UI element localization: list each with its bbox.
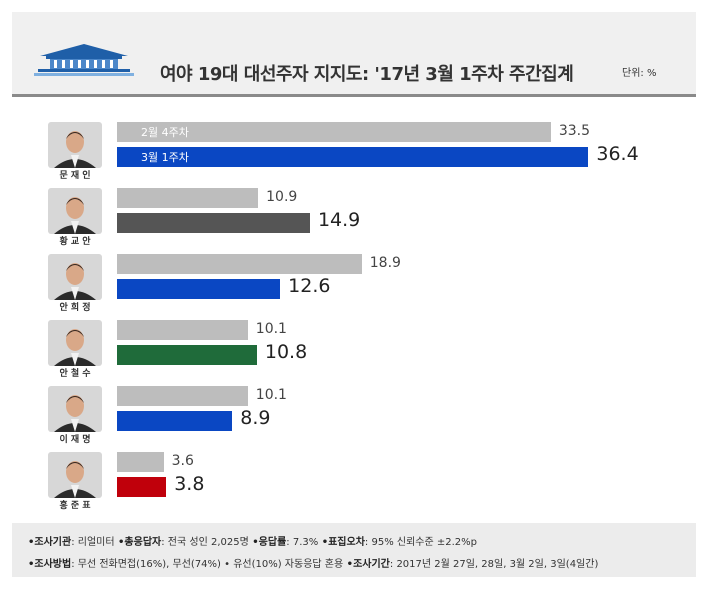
data-label-current: 8.9 — [240, 407, 271, 429]
candidate-name: 문 재 인 — [59, 171, 91, 181]
footer-value: : 무선 전화면접(16%), 무선(74%) • 유선(10%) 자동응답 혼… — [71, 559, 344, 570]
bar-prev-week: 2월 4주차 — [117, 122, 551, 142]
footer-value: : 리얼미터 — [71, 537, 115, 548]
candidate-name: 황 교 안 — [59, 237, 91, 247]
candidate-name: 이 재 명 — [59, 435, 91, 445]
bar-prev-week — [117, 452, 164, 472]
footer-label: •표집오차 — [318, 537, 365, 548]
footer-label: •응답률 — [248, 537, 287, 548]
candidate-name: 안 철 수 — [59, 369, 91, 379]
bar-prev-week — [117, 320, 248, 340]
data-label-current: 3.8 — [174, 473, 205, 495]
data-label-current: 14.9 — [317, 209, 361, 231]
legend-label-current: 3월 1주차 — [141, 151, 189, 164]
footer-line-2: •조사방법: 무선 전화면접(16%), 무선(74%) • 유선(10%) 자… — [28, 555, 598, 570]
footer-value: : 2017년 2월 27일, 28일, 3월 2일, 3일(4일간) — [389, 559, 599, 570]
footer-label: •조사방법 — [28, 559, 72, 570]
data-label-current: 12.6 — [288, 275, 331, 297]
bar-current-week: 3월 1주차 — [117, 147, 589, 167]
candidate-name: 홍 준 표 — [59, 501, 91, 511]
footer-label: •총응답자 — [114, 537, 162, 548]
footer-label: •조사기관 — [28, 537, 72, 548]
data-label-prev: 33.5 — [558, 123, 590, 139]
bar-current-week — [117, 411, 233, 431]
data-label-prev: 10.1 — [255, 321, 287, 337]
legend-label-prev: 2월 4주차 — [141, 126, 189, 139]
candidate-photo — [48, 188, 102, 234]
data-label-current: 36.4 — [596, 143, 639, 165]
bar-current-week — [117, 213, 310, 233]
data-label-prev: 3.6 — [171, 453, 194, 469]
data-label-prev: 10.9 — [266, 189, 298, 205]
footer-value: : 7.3% — [286, 537, 319, 548]
data-label-current: 10.8 — [264, 341, 308, 363]
bar-prev-week — [117, 254, 362, 274]
data-label-prev: 18.9 — [369, 255, 401, 271]
candidate-photo — [48, 320, 102, 366]
footer-value: : 95% 신뢰수준 ±2.2%p — [364, 537, 477, 548]
footer-value: : 전국 성인 2,025명 — [161, 537, 249, 548]
candidate-photo — [48, 386, 102, 432]
footer-notes: •조사기관: 리얼미터 •총응답자: 전국 성인 2,025명 •응답률: 7.… — [12, 523, 696, 577]
footer-line-1: •조사기관: 리얼미터 •총응답자: 전국 성인 2,025명 •응답률: 7.… — [28, 533, 477, 548]
chart-title: 여야 19대 대선주자 지지도: '17년 3월 1주차 주간집계 — [160, 64, 574, 85]
candidate-photo — [48, 122, 102, 168]
bar-current-week — [117, 477, 167, 497]
header: 여야 19대 대선주자 지지도: '17년 3월 1주차 주간집계 단위: % — [12, 12, 696, 97]
candidate-photo — [48, 452, 102, 498]
data-label-prev: 10.1 — [255, 387, 287, 403]
bar-current-week — [117, 279, 281, 299]
candidate-photo — [48, 254, 102, 300]
footer-label: •조사기간 — [343, 559, 390, 570]
chart-area: 문 재 인 2월 4주차 33.5 3월 1주차 36.4 황 교 안 10.9 14.9 안 … — [0, 100, 708, 520]
bar-current-week — [117, 345, 257, 365]
bar-prev-week — [117, 386, 248, 406]
unit-label: 단위: % — [622, 68, 657, 79]
blue-house-logo-icon — [34, 44, 134, 76]
bar-prev-week — [117, 188, 259, 208]
candidate-name: 안 희 정 — [59, 303, 91, 313]
